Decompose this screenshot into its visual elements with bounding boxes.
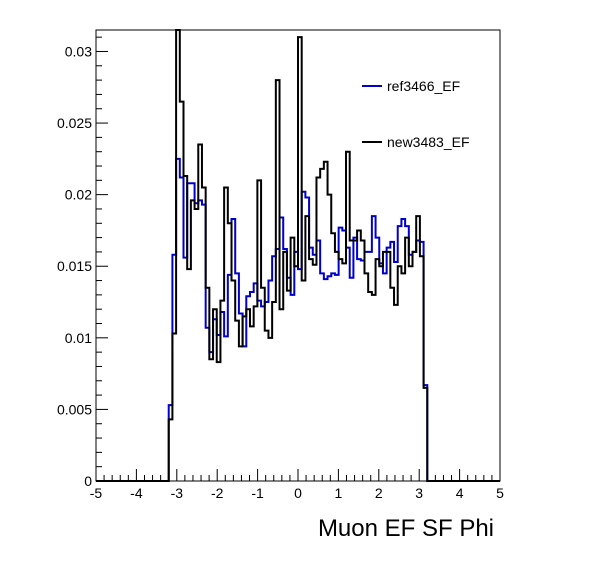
legend-label: ref3466_EF bbox=[387, 78, 460, 94]
legend: ref3466_EF new3483_EF bbox=[362, 78, 470, 150]
x-tick-label: 2 bbox=[375, 485, 383, 501]
y-axis-ticks: 0 0.005 0.01 0.015 0.02 0.025 0.03 bbox=[57, 36, 108, 489]
x-axis-ticks: -5 -4 -3 -2 -1 0 1 2 3 4 5 bbox=[90, 469, 504, 501]
x-tick-label: 4 bbox=[456, 485, 464, 501]
x-tick-label: -3 bbox=[171, 485, 184, 501]
y-tick-label: 0.03 bbox=[65, 43, 92, 59]
y-tick-label: 0.01 bbox=[65, 330, 92, 346]
x-tick-label: -1 bbox=[251, 485, 264, 501]
x-tick-label: -2 bbox=[211, 485, 224, 501]
y-tick-label: 0.015 bbox=[57, 258, 92, 274]
x-tick-label: -5 bbox=[90, 485, 103, 501]
x-tick-label: 1 bbox=[335, 485, 343, 501]
x-tick-label: 3 bbox=[415, 485, 423, 501]
series-line-new3483_EF bbox=[96, 29, 500, 482]
y-tick-label: 0.005 bbox=[57, 401, 92, 417]
x-tick-label: 5 bbox=[496, 485, 504, 501]
y-tick-label: 0 bbox=[84, 473, 92, 489]
y-tick-label: 0.02 bbox=[65, 187, 92, 203]
legend-label: new3483_EF bbox=[387, 134, 470, 150]
series-layer bbox=[96, 29, 500, 482]
x-tick-label: 0 bbox=[294, 485, 302, 501]
y-tick-label: 0.025 bbox=[57, 115, 92, 131]
x-tick-label: -4 bbox=[130, 485, 143, 501]
x-axis-title: Muon EF SF Phi bbox=[318, 515, 494, 542]
